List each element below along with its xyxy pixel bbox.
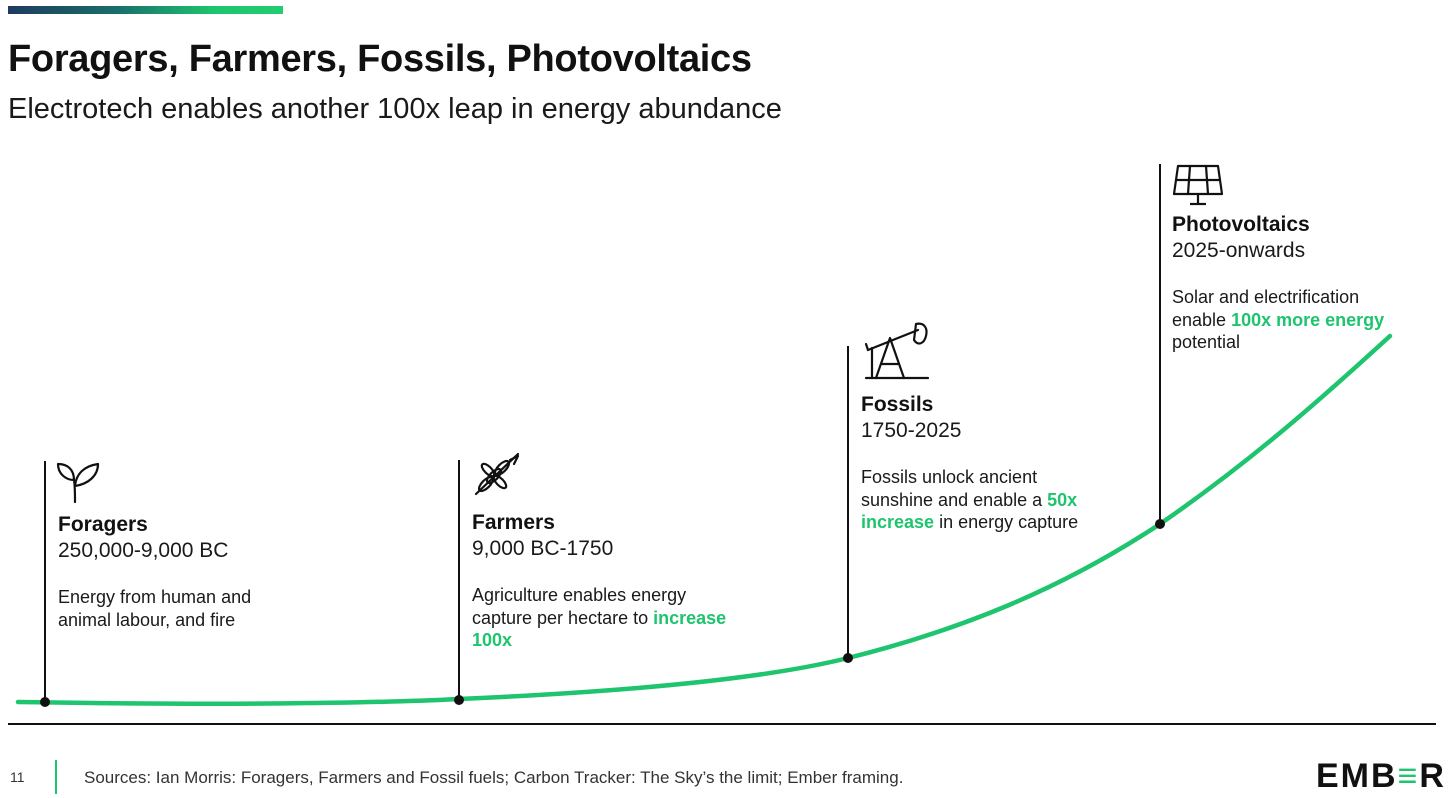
marker-dot-fossils (843, 653, 853, 663)
era-description: Fossils unlock ancient sunshine and enab… (861, 467, 1079, 532)
era-fossils: Fossils 1750-2025 Fossils unlock ancient… (861, 392, 1151, 534)
era-name: Photovoltaics (1172, 213, 1310, 236)
sprout-icon (56, 462, 100, 504)
page-number: 11 (10, 769, 25, 785)
era-name: Farmers (472, 511, 555, 534)
era-period: 2025-onwards (1172, 239, 1306, 262)
footer-divider (55, 760, 57, 794)
era-name: Foragers (58, 513, 148, 536)
era-description: Energy from human and animal labour, and… (58, 587, 252, 630)
page-title: Foragers, Farmers, Fossils, Photovoltaic… (8, 38, 752, 80)
ember-logo: EMB≡R (1316, 757, 1446, 795)
marker-dot-farmers (454, 695, 464, 705)
top-accent-bar (8, 6, 283, 14)
marker-dot-foragers (40, 697, 50, 707)
oil-pump-icon (864, 322, 930, 380)
era-photovoltaics: Photovoltaics 2025-onwards Solar and ele… (1172, 212, 1456, 354)
page-subtitle: Electrotech enables another 100x leap in… (8, 93, 782, 125)
footer-sources: Sources: Ian Morris: Foragers, Farmers a… (84, 768, 904, 787)
era-name: Fossils (861, 393, 934, 416)
growth-curve (15, 333, 1393, 706)
era-period: 1750-2025 (861, 419, 962, 442)
era-description: Agriculture enables energy capture per h… (472, 585, 727, 650)
era-foragers: Foragers 250,000-9,000 BC Energy from hu… (58, 512, 348, 631)
wheat-icon (474, 452, 520, 496)
marker-dot-photovoltaics (1155, 519, 1165, 529)
era-period: 250,000-9,000 BC (58, 539, 229, 562)
era-farmers: Farmers 9,000 BC-1750 Agriculture enable… (472, 510, 762, 652)
era-period: 9,000 BC-1750 (472, 537, 614, 560)
solar-panel-icon (1172, 164, 1224, 206)
era-description: Solar and electrification enable 100x mo… (1172, 287, 1385, 352)
